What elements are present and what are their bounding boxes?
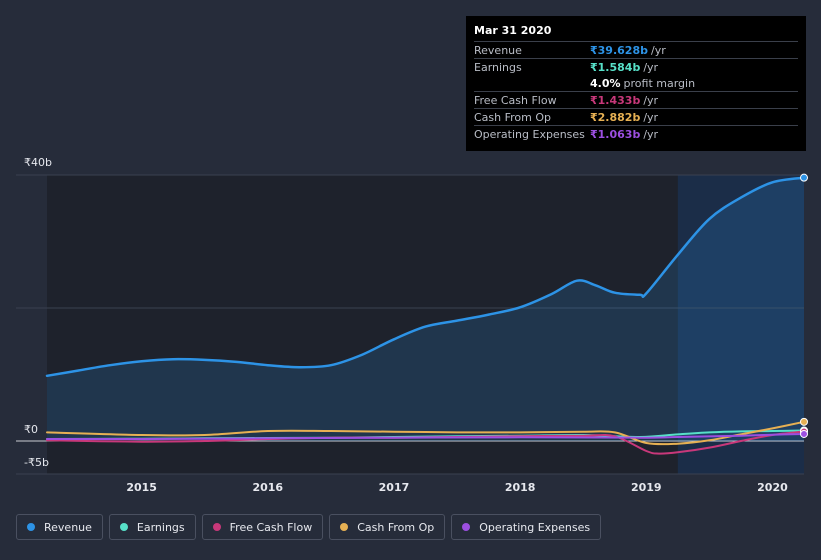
- tooltip-row: Cash From Op ₹2.882b/yr: [474, 108, 798, 125]
- legend-item-earnings[interactable]: Earnings: [108, 514, 196, 540]
- tooltip-row: Revenue ₹39.628b/yr: [474, 41, 798, 58]
- x-tick-label: 2019: [631, 481, 662, 494]
- tooltip-row-unit: /yr: [643, 110, 659, 124]
- legend-dot-icon: [340, 523, 349, 531]
- x-tick-label: 2020: [757, 481, 788, 494]
- chart: ₹40b ₹0 -₹5b 2015 2016 2017 2018 2019 2020: [16, 156, 808, 494]
- tooltip-row-label: Free Cash Flow: [474, 93, 557, 107]
- y-tick-label: ₹40b: [24, 156, 52, 169]
- forecast-highlight-region: [677, 175, 804, 474]
- series-endpoint-cash_from_op: [800, 417, 808, 426]
- tooltip-row-value: 4.0%: [590, 76, 621, 90]
- legend-item-cash-from-op[interactable]: Cash From Op: [329, 514, 446, 540]
- legend-dot-icon: [212, 523, 221, 531]
- tooltip-row-unit: /yr: [650, 43, 666, 57]
- legend-item-revenue[interactable]: Revenue: [16, 514, 103, 540]
- x-tick-label: 2017: [379, 481, 410, 494]
- tooltip-row-unit: profit margin: [623, 76, 696, 90]
- legend: Revenue Earnings Free Cash Flow Cash From O…: [16, 514, 602, 540]
- legend-item-free-cash-flow[interactable]: Free Cash Flow: [201, 514, 324, 540]
- y-tick-label: ₹0: [24, 423, 38, 436]
- tooltip-row: 4.0% profit margin: [474, 75, 798, 91]
- series-line-free_cash_flow: [46, 430, 805, 455]
- tooltip-row-value: ₹39.628b: [590, 43, 648, 57]
- legend-label: Operating Expenses: [479, 520, 591, 534]
- tooltip-row: Earnings ₹1.584b/yr: [474, 58, 798, 75]
- legend-label: Revenue: [44, 520, 92, 534]
- legend-dot-icon: [119, 523, 128, 531]
- tooltip-row-value: ₹1.433b: [590, 93, 641, 107]
- tooltip-row-label: Cash From Op: [474, 110, 552, 124]
- tooltip-row-unit: /yr: [643, 93, 659, 107]
- series-line-operating_expenses: [46, 433, 805, 441]
- tooltip-row-value: ₹2.882b: [590, 110, 641, 124]
- series-endpoint-operating_expenses: [800, 429, 808, 438]
- legend-label: Cash From Op: [357, 520, 435, 534]
- tooltip-row-label: Revenue: [474, 43, 522, 57]
- tooltip-row-unit: /yr: [643, 60, 659, 74]
- series-area-revenue: [47, 177, 804, 441]
- tooltip-row-unit: /yr: [643, 127, 659, 141]
- series-line-revenue: [45, 176, 806, 378]
- tooltip-row: Free Cash Flow ₹1.433b/yr: [474, 91, 798, 108]
- tooltip-row-value: ₹1.584b: [590, 60, 641, 74]
- series-endpoint-revenue: [800, 173, 808, 182]
- legend-dot-icon: [462, 523, 471, 531]
- x-tick-label: 2015: [126, 481, 157, 494]
- tooltip: Mar 31 2020 Revenue ₹39.628b/yr Earnings ₹1…: [466, 16, 806, 151]
- x-tick-label: 2016: [252, 481, 283, 494]
- legend-dot-icon: [27, 523, 35, 531]
- tooltip-row: Operating Expenses ₹1.063b/yr: [474, 125, 798, 142]
- tooltip-row-label: Operating Expenses: [474, 127, 585, 141]
- legend-item-operating-expenses[interactable]: Operating Expenses: [451, 514, 602, 540]
- y-tick-label: -₹5b: [24, 456, 49, 469]
- legend-label: Earnings: [136, 520, 185, 534]
- series-line-cash_from_op: [46, 420, 805, 446]
- tooltip-date: Mar 31 2020: [474, 24, 552, 37]
- legend-label: Free Cash Flow: [229, 520, 313, 534]
- tooltip-row-label: Earnings: [474, 60, 522, 74]
- x-tick-label: 2018: [505, 481, 536, 494]
- tooltip-row-value: ₹1.063b: [590, 127, 641, 141]
